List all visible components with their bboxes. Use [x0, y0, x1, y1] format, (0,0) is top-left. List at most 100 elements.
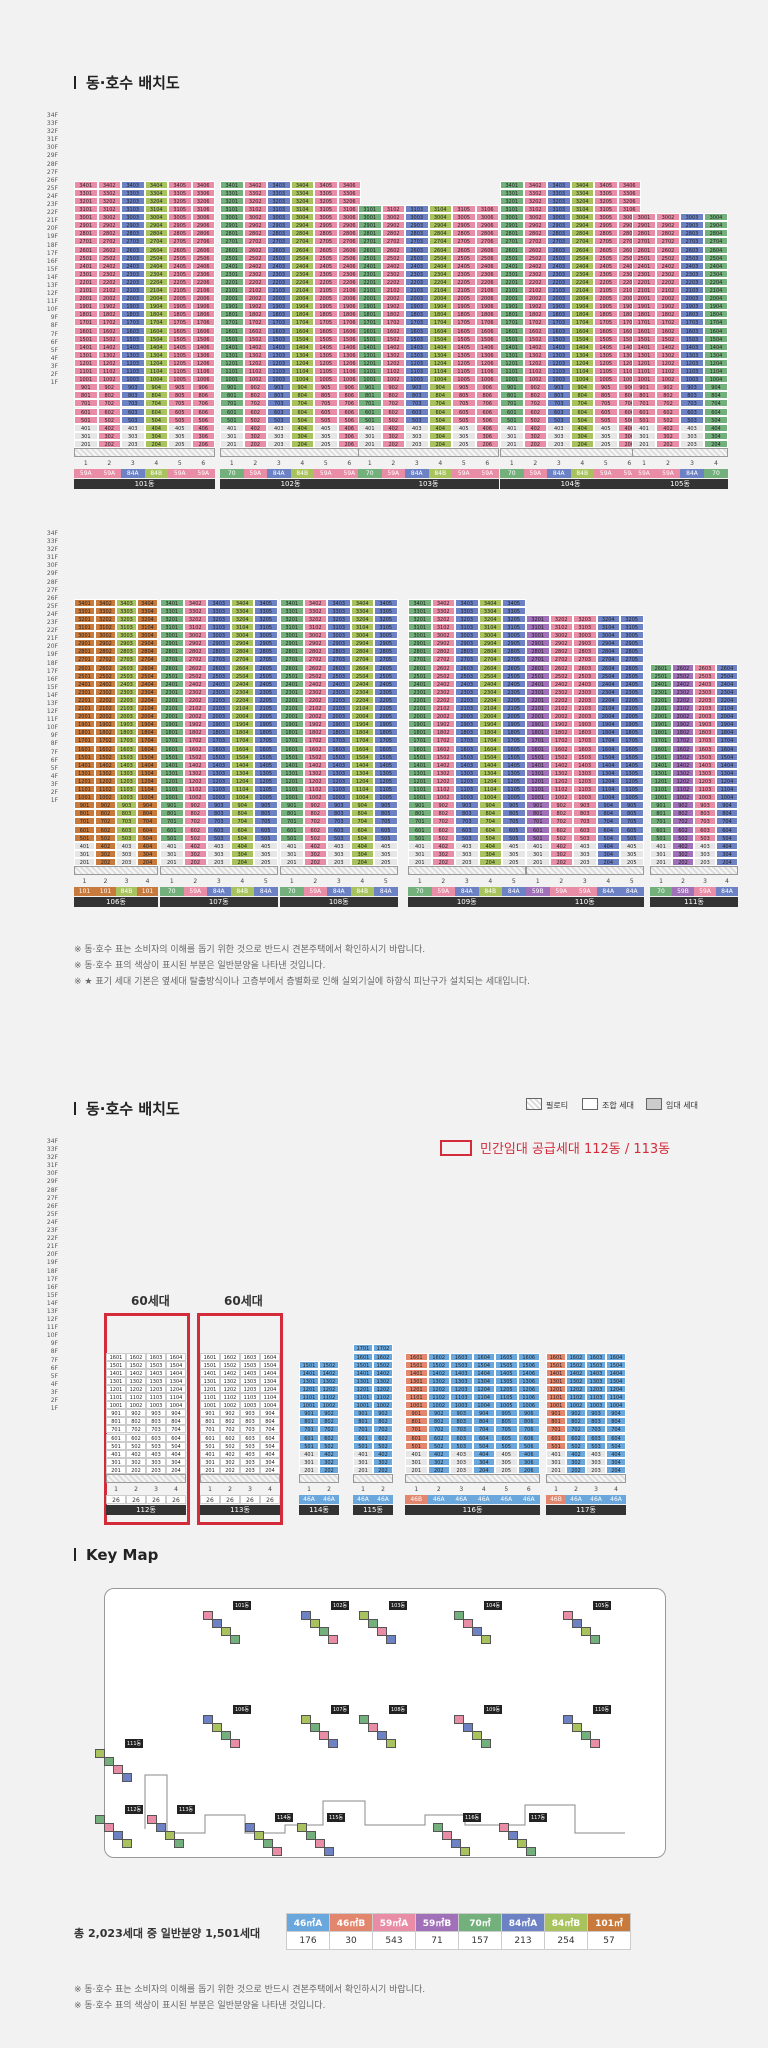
floor-label: 25F [46, 1210, 58, 1218]
unit-cell: 1404 [606, 1368, 626, 1377]
unit-cell: 401 [160, 841, 184, 850]
unit-cell: 501 [106, 1441, 126, 1450]
unit-cell: 1401 [650, 760, 672, 769]
unit-cell: 3305 [254, 606, 278, 615]
unit-cell: 3405 [594, 180, 618, 189]
unit-cell: 3105 [502, 623, 526, 631]
pilotis-swatch [526, 1098, 542, 1110]
unit-cell: 3401 [408, 598, 432, 607]
unit-type-label: 59A [303, 887, 327, 896]
unit-cell: 1501 [650, 752, 672, 761]
unit-cell: 1302 [220, 1376, 240, 1385]
unit-cell: 504 [290, 415, 314, 424]
unit-cell: 1801 [280, 728, 304, 737]
unit-cell: 602 [95, 825, 116, 834]
unit-cell: 2105 [314, 286, 338, 294]
keymap-unit-block [463, 1723, 473, 1732]
unit-cell: 1502 [319, 1360, 339, 1369]
unit-cell: 601 [220, 407, 244, 416]
unit-cell: 1401 [632, 342, 656, 351]
unit-cell: 3305 [594, 188, 618, 197]
unit-cell: 504 [137, 833, 158, 842]
column-number: 1 [289, 878, 294, 885]
keymap-unit-block [165, 1831, 175, 1840]
unit-cell: 2204 [428, 277, 452, 286]
unit-cell: 901 [500, 383, 524, 392]
gen-label-113: 60세대 [224, 1294, 263, 1308]
unit-cell: 603 [240, 1433, 260, 1442]
unit-cell: 2903 [573, 639, 597, 648]
unit-cell: 503 [121, 415, 145, 424]
unit-cell: 2101 [650, 704, 672, 712]
floor-label: 32F [46, 128, 58, 136]
unit-cell: 601 [74, 825, 95, 834]
unit-cell: 1102 [381, 367, 405, 375]
unit-cell: 1304 [472, 1376, 495, 1385]
unit-cell: 204 [570, 439, 594, 448]
unit-cell: 1904 [478, 720, 502, 729]
unit-cell: 502 [243, 415, 267, 424]
column-number: 4 [438, 460, 443, 467]
unit-cell: 801 [500, 391, 524, 400]
unit-cell: 1205 [620, 776, 644, 785]
unit-cell: 2901 [74, 221, 98, 230]
unit-cell: 1306 [517, 1376, 540, 1385]
unit-cell: 1902 [549, 720, 573, 729]
unit-cell: 1905 [374, 720, 398, 729]
unit-cell: 2003 [680, 294, 704, 303]
unit-cell: 3203 [573, 614, 597, 623]
unit-cell: 2401 [280, 679, 304, 688]
summary-text: 총 2,023세대 중 일반분양 1,501세대 [74, 1927, 261, 1940]
unit-cell: 1102 [183, 785, 207, 793]
unit-cell: 1205 [374, 776, 398, 785]
unit-cell: 2403 [680, 261, 704, 270]
unit-cell: 2503 [116, 671, 137, 680]
keymap-unit-block [433, 1823, 443, 1832]
unit-cell: 1701 [358, 318, 382, 327]
unit-cell: 3001 [74, 631, 95, 640]
unit-type-label: 59A [183, 887, 207, 896]
floor-label: 33F [46, 1146, 58, 1154]
unit-cell: 1202 [381, 358, 405, 367]
unit-cell: 1403 [573, 760, 597, 769]
unit-cell: 1601 [106, 1352, 126, 1361]
unit-cell: 1502 [126, 1360, 146, 1369]
unit-cell: 503 [455, 833, 479, 842]
unit-cell: 1203 [455, 776, 479, 785]
unit-cell: 1106 [191, 367, 215, 375]
unit-cell: 1103 [116, 785, 137, 793]
unit-cell: 802 [656, 391, 680, 400]
unit-cell: 2104 [478, 704, 502, 712]
floor-label: 30F [46, 144, 58, 152]
union-swatch [582, 1098, 598, 1110]
unit-cell: 1205 [314, 358, 338, 367]
unit-cell: 1102 [95, 785, 116, 793]
legend-pilotis-label: 필로티 [546, 1101, 569, 1110]
unit-cell: 2101 [500, 286, 524, 294]
unit-cell: 1502 [97, 334, 121, 343]
unit-cell: 1204 [230, 776, 254, 785]
summary-count-cell: 71 [415, 1931, 459, 1950]
unit-cell: 3102 [549, 623, 573, 631]
unit-cell: 904 [570, 383, 594, 392]
unit-cell: 2503 [327, 671, 351, 680]
unit-cell: 3102 [523, 205, 547, 213]
floor-label: 20F [46, 225, 58, 233]
unit-cell: 504 [570, 415, 594, 424]
unit-cell: 2205 [254, 695, 278, 704]
keymap-building-label: 116동 [463, 1813, 482, 1822]
unit-cell: 2303 [573, 687, 597, 696]
unit-cell: 1302 [523, 350, 547, 359]
unit-cell: 2003 [547, 294, 571, 303]
unit-cell: 203 [146, 1465, 166, 1474]
unit-cell: 2602 [381, 245, 405, 254]
unit-cell: 305 [502, 849, 526, 858]
unit-cell: 1801 [632, 310, 656, 319]
floor-label: 10F [46, 1332, 58, 1340]
unit-cell: 1802 [523, 310, 547, 319]
section-title-bottom-text: 동·호수 배치도 [86, 1100, 180, 1118]
keymap-unit-block [315, 1839, 325, 1848]
unit-type-label: 84A [716, 887, 738, 896]
unit-cell: 3103 [573, 623, 597, 631]
unit-cell: 202 [303, 857, 327, 866]
